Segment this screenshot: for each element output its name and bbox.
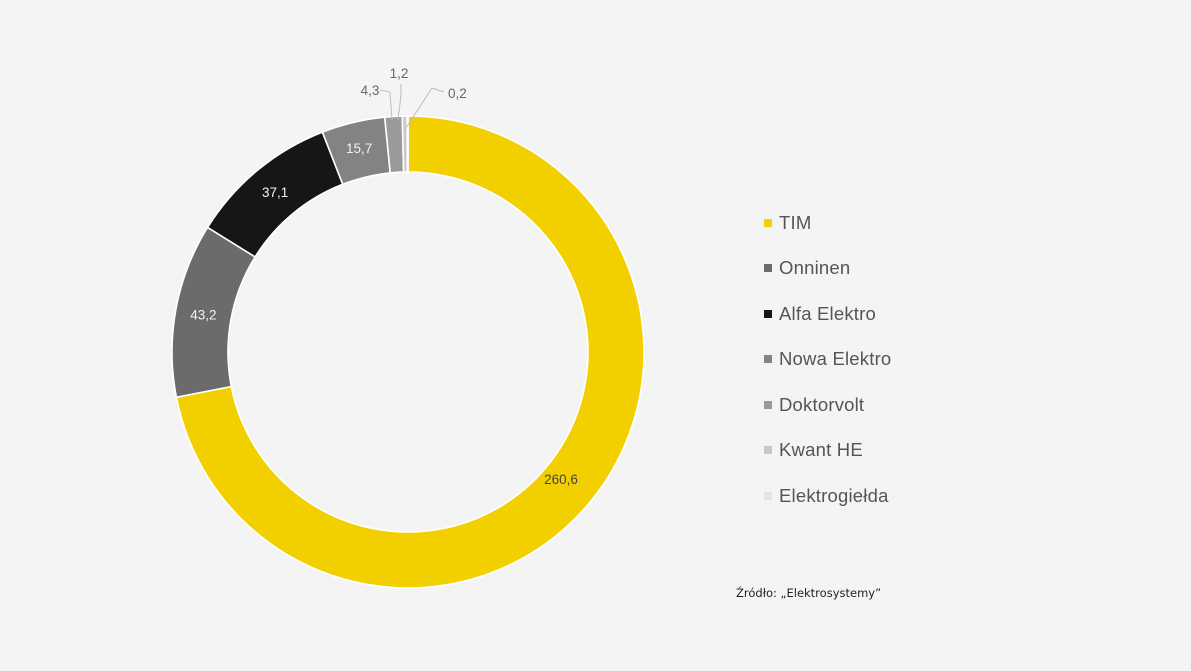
data-label-doktorvolt: 4,3: [361, 83, 380, 98]
legend-swatch-onninen: [764, 264, 772, 273]
leader-line-doktorvolt: [379, 89, 393, 121]
data-label-kwant-he: 1,2: [390, 66, 409, 81]
data-label-alfa-elektro: 37,1: [262, 185, 288, 200]
legend-swatch-alfa-elektro: [764, 309, 772, 318]
legend-item-elektrogielda: Elektrogiełda: [764, 473, 891, 519]
data-label-nowa-elektro: 15,7: [346, 141, 372, 156]
legend-label-nowa-elektro: Nowa Elektro: [779, 348, 892, 370]
legend-swatch-nowa-elektro: [764, 355, 772, 364]
legend-item-nowa-elektro: Nowa Elektro: [764, 337, 891, 383]
donut-slice-elektrogielda: [406, 115, 409, 173]
legend-item-kwant-he: Kwant HE: [764, 428, 891, 474]
data-label-onninen: 43,2: [190, 307, 216, 322]
legend-item-doktorvolt: Doktorvolt: [764, 382, 891, 428]
legend-item-alfa-elektro: Alfa Elektro: [764, 291, 891, 337]
legend-item-tim: TIM: [764, 200, 891, 246]
legend-label-alfa-elektro: Alfa Elektro: [779, 302, 876, 324]
leader-line-elektrogielda: [405, 87, 445, 129]
data-label-elektrogielda: 0,2: [448, 86, 467, 101]
leader-line-kwant-he: [397, 84, 402, 121]
legend-label-onninen: Onninen: [779, 257, 851, 279]
data-label-tim: 260,6: [544, 472, 578, 487]
legend-label-tim: TIM: [779, 211, 812, 233]
legend-label-doktorvolt: Doktorvolt: [779, 393, 865, 415]
source-note: Źródło: „Elektrosystemy”: [736, 586, 882, 600]
legend-swatch-doktorvolt: [764, 400, 772, 409]
legend-swatch-tim: [764, 218, 772, 227]
legend-swatch-kwant-he: [764, 446, 772, 455]
legend-item-onninen: Onninen: [764, 246, 891, 292]
legend-swatch-elektrogielda: [764, 491, 772, 500]
legend-label-elektrogielda: Elektrogiełda: [779, 484, 889, 506]
donut-slice-tim: [175, 115, 645, 589]
legend-label-kwant-he: Kwant HE: [779, 439, 863, 461]
chart-legend: TIM Onninen Alfa Elektro Nowa Elektro Do…: [764, 200, 891, 519]
